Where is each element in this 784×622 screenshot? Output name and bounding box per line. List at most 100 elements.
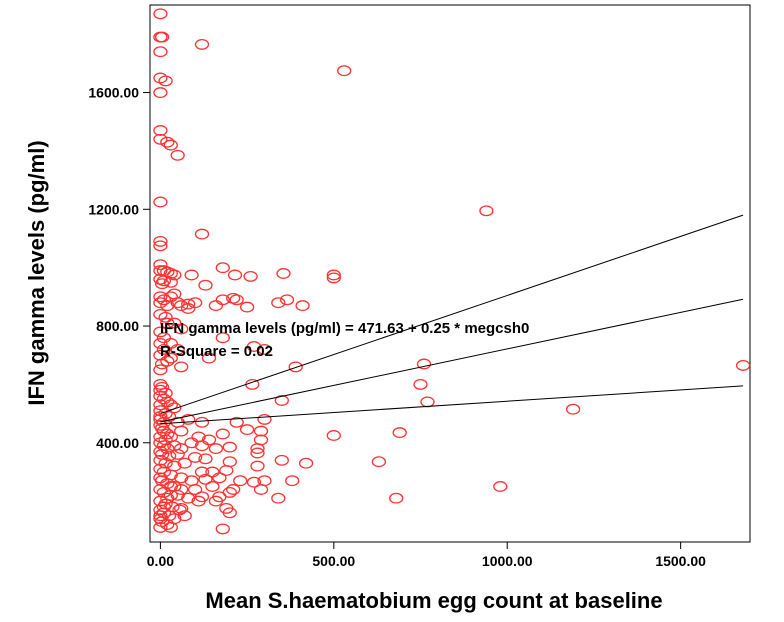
data-point [226,292,241,304]
data-point [288,361,303,373]
fit-lines [160,214,744,425]
x-axis-title: Mean S.haematobium egg count at baseline [205,588,662,613]
data-point [153,338,168,349]
data-point [215,428,230,440]
data-point [298,457,314,469]
data-points [153,8,751,535]
data-point [170,343,185,355]
data-point [250,443,265,455]
data-point [413,378,428,390]
data-point [153,46,168,58]
data-point [163,276,178,288]
data-point [153,235,168,247]
data-point [215,294,230,306]
data-point [174,323,189,335]
confidence-upper-line [160,214,744,415]
data-point [154,31,170,43]
data-point [233,475,248,487]
data-point [243,270,258,282]
data-point [174,502,189,514]
data-point [163,481,178,492]
data-point [187,484,203,495]
data-point [257,413,272,425]
data-point [156,466,172,478]
x-tick-label: 0.00 [147,553,174,569]
data-point [389,492,404,504]
confidence-lower-line [160,385,744,425]
data-point [253,425,269,437]
data-point [156,440,172,452]
data-point [174,472,189,484]
data-point [154,278,170,290]
data-point [205,481,220,492]
data-point [222,486,237,498]
data-point [222,507,237,519]
data-point [271,297,286,309]
data-point [229,294,244,306]
data-point [160,519,175,530]
data-point [229,416,244,428]
data-point [153,326,168,338]
data-point [246,341,262,352]
data-point [279,294,295,306]
data-point [153,273,168,285]
data-point [167,269,182,281]
data-point [153,504,168,516]
data-point [153,87,168,99]
data-point [184,437,199,449]
data-point [392,427,407,439]
data-point [153,196,168,208]
data-point [153,484,168,495]
data-point [565,403,581,415]
data-point [153,308,168,320]
data-point [163,521,178,533]
data-point [163,268,178,279]
data-point [163,139,178,151]
data-point [170,297,185,309]
data-point [239,424,255,436]
data-point [271,492,286,504]
data-point [158,387,173,399]
data-point [184,269,199,281]
y-tick-label: 400.00 [96,435,139,451]
data-point [181,492,196,504]
data-point [194,416,210,428]
data-point [163,489,178,501]
data-point [153,291,168,303]
data-point [167,402,182,414]
data-point [153,364,168,376]
data-point [222,441,237,453]
data-point [156,294,172,306]
data-point [326,272,341,284]
data-point [153,399,168,411]
data-point [153,8,168,20]
regression-line [160,298,744,423]
y-tick-label: 1600.00 [88,85,139,101]
data-point [158,311,173,323]
data-point [181,298,196,310]
y-axis: 400.00 800.00 1200.00 1600.00 [88,85,150,451]
data-point [154,358,170,370]
data-point [215,523,230,535]
data-point [274,395,289,406]
data-point [246,476,262,488]
data-point [194,38,210,50]
data-point [153,133,168,145]
data-point [158,408,173,420]
data-point [156,416,172,428]
data-point [160,355,175,367]
data-point [198,453,213,465]
data-point [276,268,291,279]
x-tick-label: 1000.00 [482,553,533,569]
plot-frame [149,4,751,543]
data-point [153,411,168,422]
data-point [153,454,168,466]
data-point [194,440,210,452]
data-point [174,361,189,373]
r-square-label: R-Square = 0.02 [160,343,273,360]
data-point [194,228,210,240]
data-point [257,343,272,355]
data-point [191,495,206,507]
data-point [215,332,230,344]
